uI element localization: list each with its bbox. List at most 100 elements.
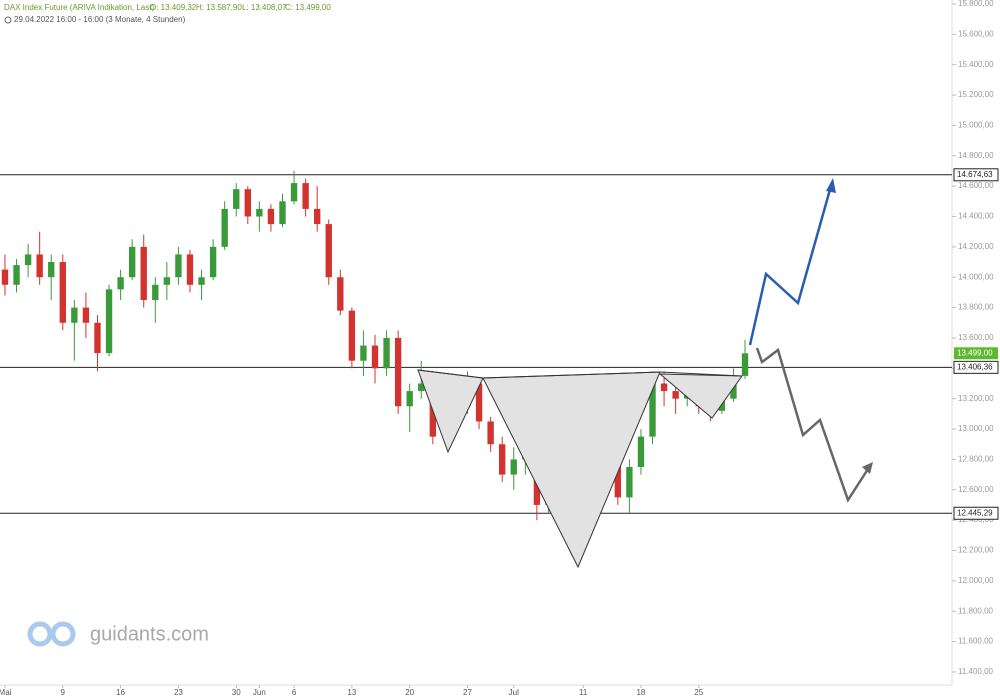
x-tick-label: 6 bbox=[292, 688, 297, 697]
y-tick-label: 13.600,00 bbox=[958, 333, 994, 342]
right-shoulder bbox=[658, 373, 743, 419]
candle-body bbox=[186, 254, 194, 285]
candle-body bbox=[302, 183, 309, 209]
candle-body bbox=[614, 459, 622, 498]
candle-body bbox=[163, 277, 171, 285]
y-tick-label: 12.600,00 bbox=[958, 485, 994, 494]
candle-body bbox=[348, 310, 356, 361]
candle-body bbox=[175, 254, 182, 278]
scenario-arrows bbox=[748, 178, 873, 503]
y-tick-label: 12.200,00 bbox=[958, 546, 994, 555]
logo-ring bbox=[27, 621, 53, 647]
candle-body bbox=[13, 265, 20, 285]
candle-body bbox=[233, 189, 240, 209]
bull-arrowhead bbox=[826, 178, 836, 193]
logo-ring bbox=[50, 621, 76, 647]
header-open: O: 13.409,32 bbox=[150, 3, 197, 12]
candle-body bbox=[71, 307, 78, 323]
candle-body bbox=[383, 337, 390, 369]
y-tick-label: 11.800,00 bbox=[958, 606, 994, 615]
y-tick-label: 13.000,00 bbox=[958, 424, 994, 433]
candle-body bbox=[394, 337, 402, 407]
candle-body bbox=[117, 277, 124, 290]
level-label-box bbox=[953, 360, 999, 374]
candle-body bbox=[475, 383, 483, 422]
level-label-box bbox=[953, 168, 999, 182]
brand-logo: guidants.com bbox=[27, 621, 209, 647]
bull-path bbox=[748, 185, 833, 346]
candle-body bbox=[660, 383, 668, 392]
level-label: 12.445,29 bbox=[957, 508, 993, 517]
y-tick-label: 13.200,00 bbox=[958, 394, 994, 403]
bear-arrowhead bbox=[862, 462, 873, 474]
x-tick-label: 9 bbox=[61, 688, 66, 697]
candle-body bbox=[637, 436, 645, 467]
bear-path bbox=[755, 347, 870, 503]
candle-body bbox=[279, 201, 286, 225]
header-high: H: 13.587,90 bbox=[196, 3, 242, 12]
last-price-box bbox=[954, 347, 998, 360]
candle-body bbox=[198, 277, 205, 285]
candle-body bbox=[256, 208, 263, 217]
y-tick-label: 15.800,00 bbox=[958, 0, 994, 8]
header-close: C: 13.499,00 bbox=[285, 3, 331, 12]
level-label: 13.406,36 bbox=[957, 362, 993, 371]
candle-body bbox=[371, 345, 379, 369]
x-tick-label: 18 bbox=[636, 688, 645, 697]
x-tick-label: 16 bbox=[116, 688, 125, 697]
candle-body bbox=[128, 246, 136, 278]
neckline bbox=[417, 369, 743, 379]
y-tick-label: 14.000,00 bbox=[958, 272, 994, 281]
y-tick-label: 12.000,00 bbox=[958, 576, 994, 585]
y-tick-label: 15.000,00 bbox=[958, 121, 994, 130]
candle-body bbox=[244, 189, 251, 217]
candle-body bbox=[406, 391, 413, 407]
candle-body bbox=[59, 262, 66, 323]
x-tick-label: 27 bbox=[463, 688, 472, 697]
level-label-box bbox=[953, 506, 999, 520]
candle-body bbox=[337, 277, 344, 311]
candle-body bbox=[94, 322, 101, 354]
y-tick-label: 14.600,00 bbox=[958, 181, 994, 190]
candle-body bbox=[1, 269, 9, 285]
candle-body bbox=[649, 383, 656, 437]
x-tick-label: 20 bbox=[405, 688, 414, 697]
y-tick-label: 14.800,00 bbox=[958, 151, 994, 160]
level-label: 14.674,63 bbox=[957, 170, 993, 179]
x-tick-label: 11 bbox=[579, 688, 588, 697]
candle-body bbox=[82, 307, 90, 323]
x-tick-label: Jul bbox=[509, 688, 519, 697]
pattern-drawing bbox=[417, 369, 743, 569]
candle-body bbox=[48, 262, 55, 278]
candle-body bbox=[499, 444, 506, 475]
header-period: 29.04.2022 16:00 - 16:00 (3 Monate, 4 St… bbox=[14, 15, 186, 24]
last-price-label: 13.499,00 bbox=[957, 348, 993, 357]
header-low: L: 13.408,07 bbox=[242, 3, 287, 12]
candle-body bbox=[626, 466, 633, 498]
y-tick-label: 12.800,00 bbox=[958, 455, 994, 464]
candle-body bbox=[152, 284, 159, 300]
y-tick-label: 11.400,00 bbox=[958, 667, 994, 676]
y-tick-label: 13.800,00 bbox=[958, 303, 994, 312]
y-tick-label: 11.600,00 bbox=[958, 637, 994, 646]
candle-body bbox=[209, 246, 217, 278]
y-tick-label: 15.200,00 bbox=[958, 90, 994, 99]
x-tick-label: 25 bbox=[694, 688, 703, 697]
candle-body bbox=[290, 183, 298, 202]
x-tick-label: 13 bbox=[347, 688, 356, 697]
brand-text: guidants.com bbox=[90, 623, 209, 645]
x-tick-label: Jun bbox=[253, 688, 266, 697]
candle-body bbox=[487, 421, 494, 445]
candle-body bbox=[267, 208, 275, 225]
y-tick-label: 15.600,00 bbox=[958, 29, 994, 38]
candle-body bbox=[325, 224, 332, 278]
candle-body bbox=[672, 391, 679, 399]
candle-body bbox=[221, 208, 228, 247]
candle-body bbox=[418, 383, 425, 392]
x-tick-label: Mai bbox=[0, 688, 12, 697]
candle-body bbox=[510, 459, 517, 475]
y-tick-label: 15.400,00 bbox=[958, 60, 994, 69]
x-tick-label: 23 bbox=[174, 688, 183, 697]
